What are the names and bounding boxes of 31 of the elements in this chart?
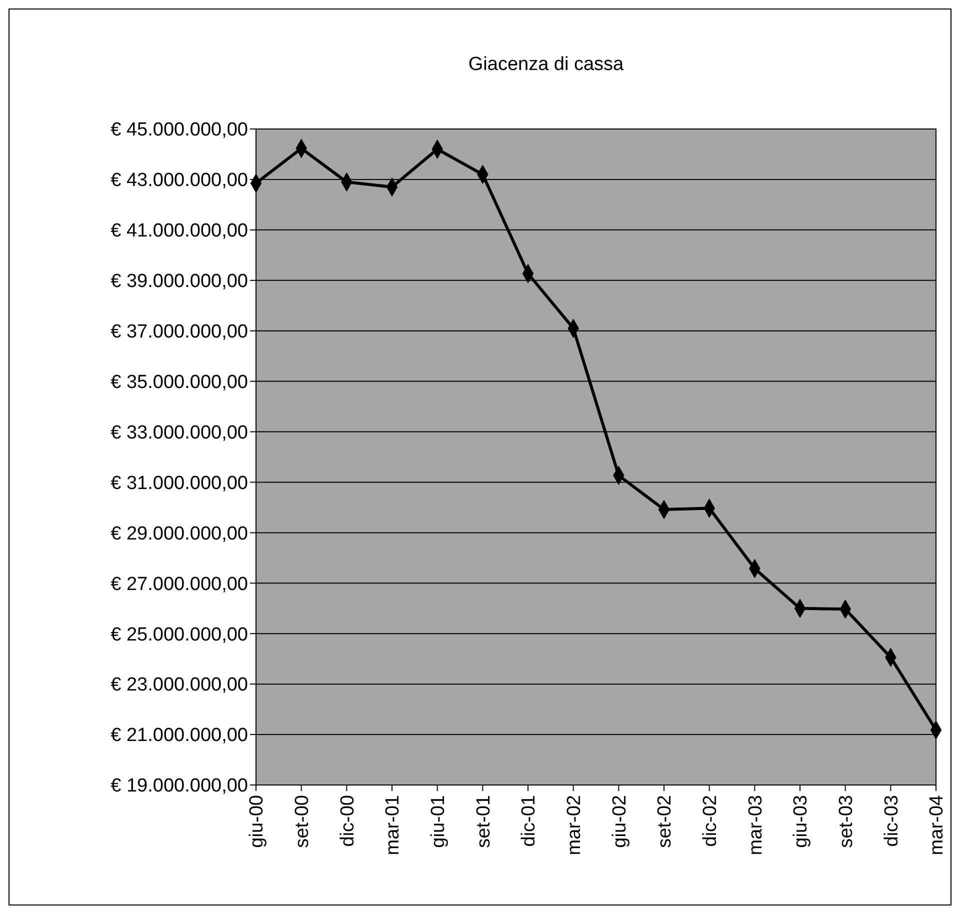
x-tick-label: set-02 bbox=[654, 795, 676, 848]
x-tick-label: dic-03 bbox=[881, 795, 902, 847]
y-tick-label: € 31.000.000,00 bbox=[110, 472, 248, 494]
x-tick-label: giu-01 bbox=[428, 795, 449, 848]
y-tick-label: € 39.000.000,00 bbox=[110, 271, 248, 292]
x-tick-label: dic-01 bbox=[518, 795, 540, 847]
x-tick-label: giu-02 bbox=[609, 795, 630, 848]
y-tick-label: € 25.000.000,00 bbox=[110, 624, 248, 646]
x-tick-label: set-03 bbox=[836, 795, 857, 848]
x-tick-label: mar-01 bbox=[382, 795, 404, 856]
y-tick-label: € 27.000.000,00 bbox=[110, 574, 248, 595]
y-tick-label: € 37.000.000,00 bbox=[110, 321, 248, 342]
y-tick-label: € 29.000.000,00 bbox=[110, 523, 248, 544]
y-tick-label: € 45.000.000,00 bbox=[110, 120, 248, 141]
y-tick-label: € 21.000.000,00 bbox=[110, 725, 248, 746]
y-tick-label: € 33.000.000,00 bbox=[110, 422, 248, 444]
x-tick-label: dic-00 bbox=[337, 795, 358, 847]
y-tick-label: € 23.000.000,00 bbox=[110, 674, 248, 696]
x-tick-label: mar-02 bbox=[564, 795, 585, 856]
chart-title: Giacenza di cassa bbox=[468, 54, 624, 75]
y-tick-label: € 19.000.000,00 bbox=[110, 776, 248, 797]
y-tick-label: € 43.000.000,00 bbox=[110, 170, 248, 192]
x-tick-label: set-01 bbox=[473, 795, 494, 848]
x-tick-label: dic-02 bbox=[700, 795, 721, 847]
y-tick-label: € 41.000.000,00 bbox=[110, 220, 248, 242]
x-tick-label: set-00 bbox=[292, 795, 313, 848]
x-tick-label: mar-03 bbox=[745, 795, 766, 856]
x-tick-label: giu-00 bbox=[246, 795, 268, 848]
x-tick-label: giu-03 bbox=[790, 795, 812, 848]
x-tick-label: mar-04 bbox=[926, 794, 948, 856]
y-tick-label: € 35.000.000,00 bbox=[110, 372, 248, 393]
